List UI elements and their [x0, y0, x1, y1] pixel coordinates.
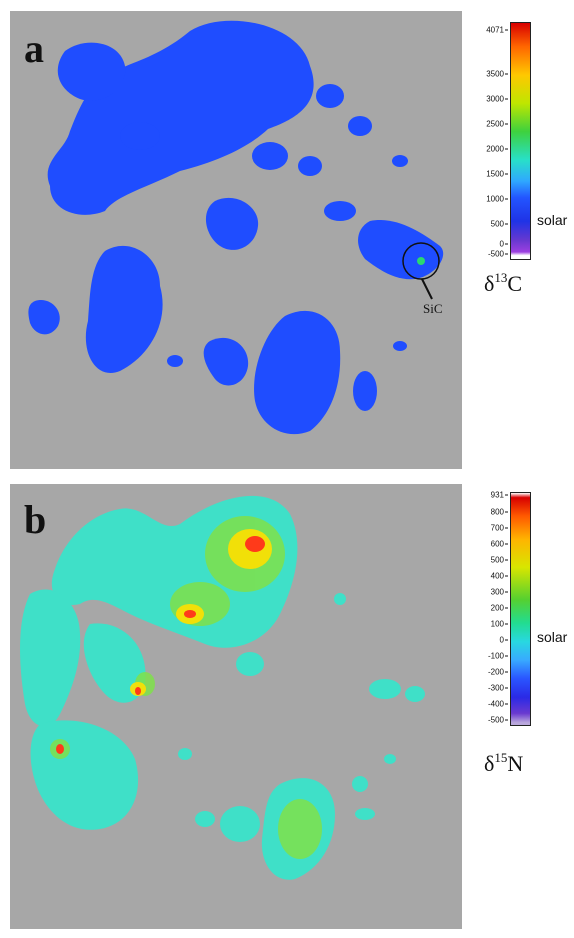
nitrogen-colorbar-ticks: 931 800 700 600 500 400 300 200 100 0 -1… — [470, 491, 508, 725]
nitrogen-mass: 15 — [494, 750, 508, 765]
nitrogen-region-left — [20, 589, 81, 727]
nitrogen-tick: 300 — [491, 588, 508, 597]
nitrogen-colorbar — [510, 492, 531, 726]
nitrogen-isotope-label: δ15N — [484, 750, 523, 777]
carbon-region-upper-left — [57, 42, 126, 101]
carbon-colorbar — [510, 22, 531, 260]
carbon-tick: 4071 — [486, 26, 508, 35]
nitrogen-solar-label: solar — [537, 629, 568, 645]
carbon-region-right — [358, 220, 444, 280]
nitrogen-map-image — [20, 495, 425, 880]
carbon-tick: 0 — [500, 240, 508, 249]
nitrogen-delta: δ — [484, 751, 495, 776]
nitrogen-tick: 931 — [491, 491, 508, 500]
nitrogen-isotope-map: b — [10, 484, 462, 929]
nitrogen-tick: 400 — [491, 572, 508, 581]
nitrogen-tick: 800 — [491, 508, 508, 517]
carbon-tick: 3000 — [486, 95, 508, 104]
carbon-region-mid — [203, 337, 249, 386]
carbon-region-center — [205, 197, 259, 250]
nitrogen-element: N — [507, 751, 524, 776]
carbon-isotope-map: a SiC — [10, 11, 462, 469]
nitrogen-tick: 600 — [491, 540, 508, 549]
carbon-solar-label: solar — [537, 212, 568, 228]
nitrogen-tick: 500 — [491, 556, 508, 565]
carbon-tick: -500 — [488, 250, 508, 259]
carbon-map-image — [28, 20, 444, 435]
carbon-tick: 3500 — [486, 70, 508, 79]
carbon-region-left-lower — [28, 300, 60, 335]
carbon-region-mid-left — [85, 245, 163, 373]
carbon-region-lower — [254, 310, 341, 435]
carbon-tick: 2000 — [486, 145, 508, 154]
carbon-colorbar-ticks: 4071 3500 3000 2500 2000 1500 1000 500 0… — [470, 22, 508, 259]
nitrogen-tick: -200 — [488, 668, 508, 677]
nitrogen-region-lower-left — [30, 720, 139, 830]
nitrogen-region-mid — [83, 623, 146, 703]
panel-a-label: a — [24, 26, 44, 71]
carbon-delta: δ — [484, 271, 495, 296]
carbon-tick: 1500 — [486, 170, 508, 179]
nitrogen-tick: -300 — [488, 684, 508, 693]
nitrogen-tick: 700 — [491, 524, 508, 533]
carbon-region-large — [47, 20, 314, 215]
sic-grain-label: SiC — [423, 301, 443, 316]
nitrogen-tick: 100 — [491, 620, 508, 629]
carbon-isotope-label: δ13C — [484, 270, 522, 297]
nitrogen-tick: -400 — [488, 700, 508, 709]
carbon-element: C — [507, 271, 523, 296]
panel-b-label: b — [24, 497, 47, 542]
nitrogen-tick: 200 — [491, 604, 508, 613]
carbon-tick: 1000 — [486, 195, 508, 204]
carbon-mass: 13 — [494, 270, 508, 285]
nitrogen-tick: 0 — [500, 636, 508, 645]
carbon-tick: 2500 — [486, 120, 508, 129]
carbon-tick: 500 — [491, 220, 508, 229]
nitrogen-tick: -500 — [488, 716, 508, 725]
nitrogen-tick: -100 — [488, 652, 508, 661]
